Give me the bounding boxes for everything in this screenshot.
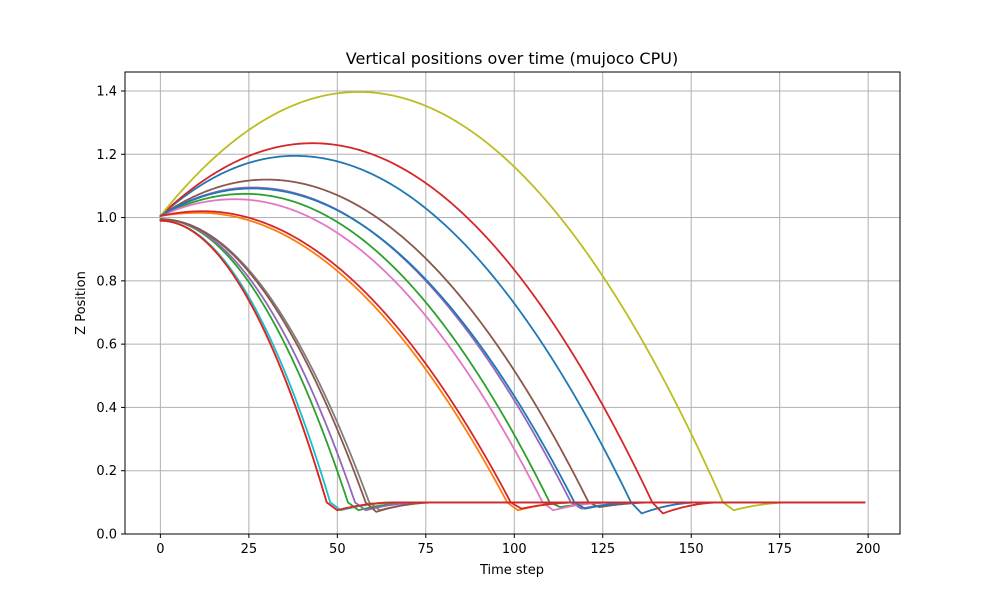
x-tick-label: 125: [590, 542, 615, 557]
y-tick-label: 0.4: [96, 401, 117, 416]
y-tick-label: 1.2: [96, 148, 117, 163]
y-tick-label: 0.0: [96, 528, 117, 543]
x-tick-label: 25: [241, 542, 258, 557]
axis-ticks: 0 25 50 75 100 125 150 175 200 0.0 0.2 0.4 0.6 0.8 1.0…: [96, 84, 880, 557]
y-tick-label: 0.8: [96, 274, 117, 289]
x-tick-label: 175: [767, 542, 792, 557]
y-tick-label: 1.0: [96, 211, 117, 226]
x-tick-label: 200: [856, 542, 881, 557]
chart-title: Vertical positions over time (mujoco CPU…: [346, 49, 678, 68]
x-axis-label: Time step: [479, 563, 544, 578]
plot-frame: [124, 71, 901, 535]
x-tick-label: 150: [679, 542, 704, 557]
series-lines: [159, 91, 866, 515]
x-tick-label: 50: [329, 542, 346, 557]
y-axis-label: Z Position: [74, 271, 89, 335]
y-tick-label: 1.4: [96, 84, 117, 99]
x-tick-label: 0: [156, 542, 164, 557]
series-line-17: [159, 219, 866, 512]
y-tick-label: 0.6: [96, 338, 117, 353]
y-tick-label: 0.2: [96, 464, 117, 479]
series-line-9: [159, 91, 866, 512]
grid-lines: [125, 72, 900, 535]
x-tick-label: 100: [502, 542, 527, 557]
x-tick-label: 75: [418, 542, 435, 557]
